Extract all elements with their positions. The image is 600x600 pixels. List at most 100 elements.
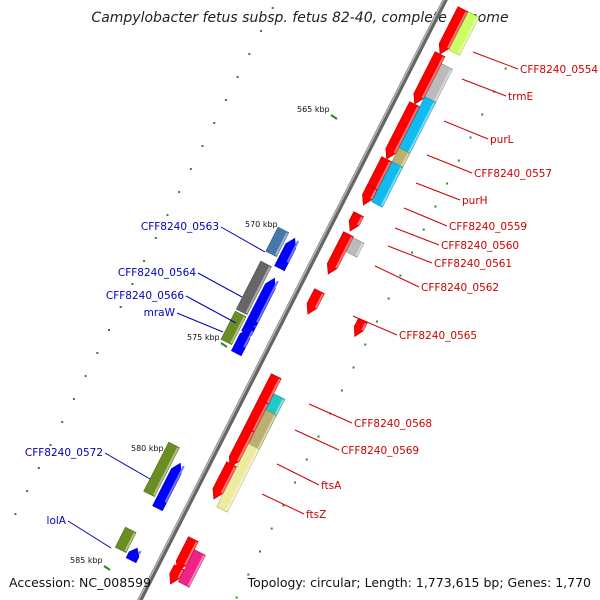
forward-cds-arrow-shade [237,431,254,462]
leader-line [220,226,266,253]
tick-minor [457,159,460,162]
tick-minor [504,67,507,70]
leader-line [415,182,461,201]
cog-box-shade [380,167,403,207]
cog-box [235,260,272,316]
gene-label: trmE [508,91,533,103]
reverse-cds-arrow-shade [164,465,185,503]
tick-minor [37,467,40,470]
tick-minor [317,435,320,438]
tick-minor [166,214,169,217]
gene-label: CFF8240_0561 [434,258,512,270]
reverse-cds-arrow-shade [243,330,254,348]
tick-minor [213,122,216,125]
cog-box-shade [245,266,271,314]
tick-minor [364,343,367,346]
cog-box-shade [230,316,246,344]
tick-minor [201,145,204,148]
tick-minor [84,375,87,378]
forward-cds-arrow [385,101,420,160]
cog-box-shade [458,17,479,55]
forward-cds-arrow-shade [220,466,236,494]
leader-line [426,154,473,174]
gene-label: purL [490,134,514,146]
tick-minor [248,53,251,56]
cog-box [143,441,180,498]
forward-cds-arrow-shade [421,56,445,99]
tick-minor [235,596,238,599]
leader-line [394,227,440,246]
cog-box [177,549,206,588]
tick-minor [352,366,355,369]
tick-minor [411,251,414,254]
tick-minor [422,228,425,231]
forward-cds-arrow-shade [373,161,391,194]
forward-cds-arrow-shade [177,569,184,579]
cog-box-shade [405,102,436,159]
tick-minor [260,30,263,33]
forward-cds-arrow [326,231,354,275]
leader-line [374,265,420,288]
tick-minor [72,398,75,401]
forward-cds-arrow-shade [184,541,198,566]
tick-minor [399,274,402,277]
gene-label: CFF8240_0557 [474,168,552,180]
gene-label: CFF8240_0568 [354,418,432,430]
tick-minor [224,99,227,102]
cog-box-shade [225,449,259,512]
cog-box [216,443,260,513]
leader-line [387,245,433,264]
cog-box-shade [124,532,136,552]
forward-cds-arrow-shade [370,189,377,200]
cog-box-shade [274,399,285,417]
gene-label: CFF8240_0572 [25,447,103,459]
cog-box [345,237,365,258]
leader-line [443,120,489,140]
backbone-layer [137,0,448,600]
map-title: Campylobacter fetus subsp. fetus 82-40, … [91,10,509,26]
cog-box [371,161,404,208]
gene-label: ftsZ [306,509,326,521]
forward-cds-arrow [413,51,446,105]
tick-minor [236,76,239,79]
forward-cds-arrow [438,6,469,55]
tick-minor [481,113,484,116]
leader-line [197,272,243,298]
gene-label: purH [462,195,488,207]
cog-box-shade [274,232,289,256]
tick-minor [340,389,343,392]
tick-minor [96,352,99,355]
tick-major [330,114,338,120]
tick-minor [305,458,308,461]
gene-label: CFF8240_0569 [341,445,419,457]
gene-label: CFF8240_0562 [421,282,499,294]
label-layer: CFF8240_0554 trmE purL CFF8240_0557 purH CFF8… [25,64,599,527]
forward-cds-arrow-shade [357,216,363,226]
forward-cds-arrow [353,317,368,338]
leader-line [185,295,237,324]
tick-minor [26,490,29,493]
gene-label: CFF8240_0566 [106,290,184,302]
tick-minor [14,513,17,516]
leader-line [472,51,519,70]
forward-cds-arrow [169,564,185,585]
cog-box-shade [355,243,364,257]
tick-label: 570 kbp [245,220,278,229]
gene-label: CFF8240_0563 [141,221,219,233]
tick-minor [387,297,390,300]
forward-cds-arrow-shade [314,293,324,309]
gene-label: CFF8240_0565 [399,330,477,342]
forward-cds-arrow-shade [335,236,353,269]
tick-minor [247,573,250,576]
forward-cds-arrow-shade [266,378,281,404]
backbone-line [137,0,448,600]
leader-line [176,312,224,333]
forward-cds-arrow-shade [361,322,367,331]
tick-minor [375,320,378,323]
leader-line [352,315,398,336]
gene-label: ftsA [321,480,342,492]
reverse-cds-arrow-shade [256,280,279,323]
forward-cds-arrow [306,288,325,315]
tick-major [220,342,228,348]
